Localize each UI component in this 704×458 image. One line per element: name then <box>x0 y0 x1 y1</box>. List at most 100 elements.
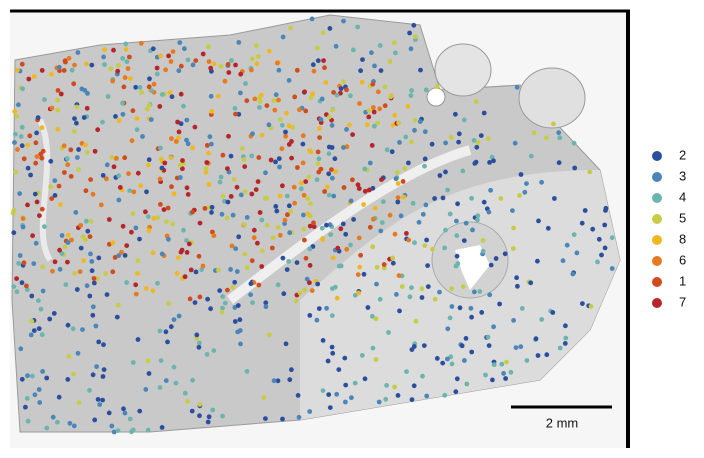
spot <box>228 267 234 272</box>
spot <box>146 228 152 233</box>
spot <box>48 158 54 164</box>
spot <box>352 292 358 298</box>
spot <box>475 217 480 223</box>
spot <box>343 382 349 388</box>
spot <box>514 275 519 281</box>
spot <box>55 107 61 113</box>
spot <box>11 207 17 213</box>
spot <box>81 115 87 120</box>
spot <box>511 318 516 323</box>
spot <box>481 110 487 116</box>
spot <box>116 197 122 203</box>
spot <box>307 409 313 414</box>
spot <box>166 301 172 307</box>
spot <box>95 127 101 133</box>
spot <box>182 274 188 280</box>
spot <box>150 288 156 294</box>
spot <box>327 222 333 228</box>
small-vessel <box>518 67 586 129</box>
spot <box>517 193 522 198</box>
spot <box>18 134 24 139</box>
spot <box>502 251 508 257</box>
spot <box>582 208 588 213</box>
spot <box>357 264 363 270</box>
spot <box>501 371 506 376</box>
spot <box>20 86 25 92</box>
spot <box>357 101 362 106</box>
spot <box>308 95 314 101</box>
lumen <box>455 245 490 290</box>
spot <box>447 315 453 321</box>
spot <box>237 328 243 333</box>
spot <box>65 162 71 168</box>
spot <box>298 186 304 192</box>
spot <box>100 374 106 379</box>
spot <box>255 179 261 185</box>
spot <box>34 199 40 205</box>
spot <box>406 237 412 243</box>
spot <box>249 56 255 62</box>
spot <box>286 203 292 209</box>
spot <box>210 407 216 413</box>
spot <box>429 141 435 147</box>
spot <box>175 119 181 125</box>
spot <box>257 99 263 104</box>
spot <box>47 316 53 322</box>
spot <box>389 149 395 155</box>
spot <box>68 174 74 179</box>
spot <box>384 383 389 388</box>
spot <box>171 317 177 322</box>
spot <box>258 92 264 98</box>
spot <box>556 130 562 136</box>
spot <box>390 122 396 128</box>
spot <box>398 213 404 219</box>
spot <box>122 410 128 416</box>
spot <box>603 205 609 211</box>
spot <box>124 280 129 285</box>
spot <box>21 156 27 162</box>
spot <box>34 154 40 160</box>
spot <box>419 286 425 292</box>
spot <box>208 306 214 312</box>
spot <box>158 358 164 363</box>
spot <box>119 249 124 255</box>
spot <box>327 26 333 31</box>
spot <box>25 202 30 208</box>
spot <box>377 43 383 48</box>
spot <box>104 162 110 168</box>
spot <box>383 396 389 402</box>
spot <box>404 369 409 374</box>
spot <box>57 247 62 253</box>
spot <box>96 255 102 261</box>
spot <box>256 282 262 288</box>
spot <box>209 210 214 215</box>
spot <box>335 245 341 251</box>
spot <box>447 211 453 217</box>
spot <box>395 199 401 205</box>
spot <box>486 343 492 348</box>
spot <box>330 350 336 356</box>
spot <box>157 385 163 390</box>
spot <box>232 105 238 111</box>
spot <box>422 156 428 162</box>
spot <box>362 188 368 194</box>
spot <box>169 94 175 100</box>
spot <box>341 18 346 24</box>
spot <box>206 182 212 187</box>
spot <box>115 428 121 433</box>
spot <box>320 338 326 343</box>
spot <box>200 263 206 269</box>
spot <box>375 120 381 126</box>
spot <box>178 249 184 255</box>
spot <box>291 184 297 190</box>
spot <box>580 301 585 306</box>
spot <box>382 103 388 109</box>
spot <box>208 93 214 99</box>
spot <box>273 204 279 209</box>
spot <box>208 65 214 71</box>
spot <box>137 85 143 90</box>
spot <box>166 236 171 242</box>
spot <box>273 92 279 98</box>
spot <box>176 135 181 141</box>
spot <box>301 226 307 232</box>
